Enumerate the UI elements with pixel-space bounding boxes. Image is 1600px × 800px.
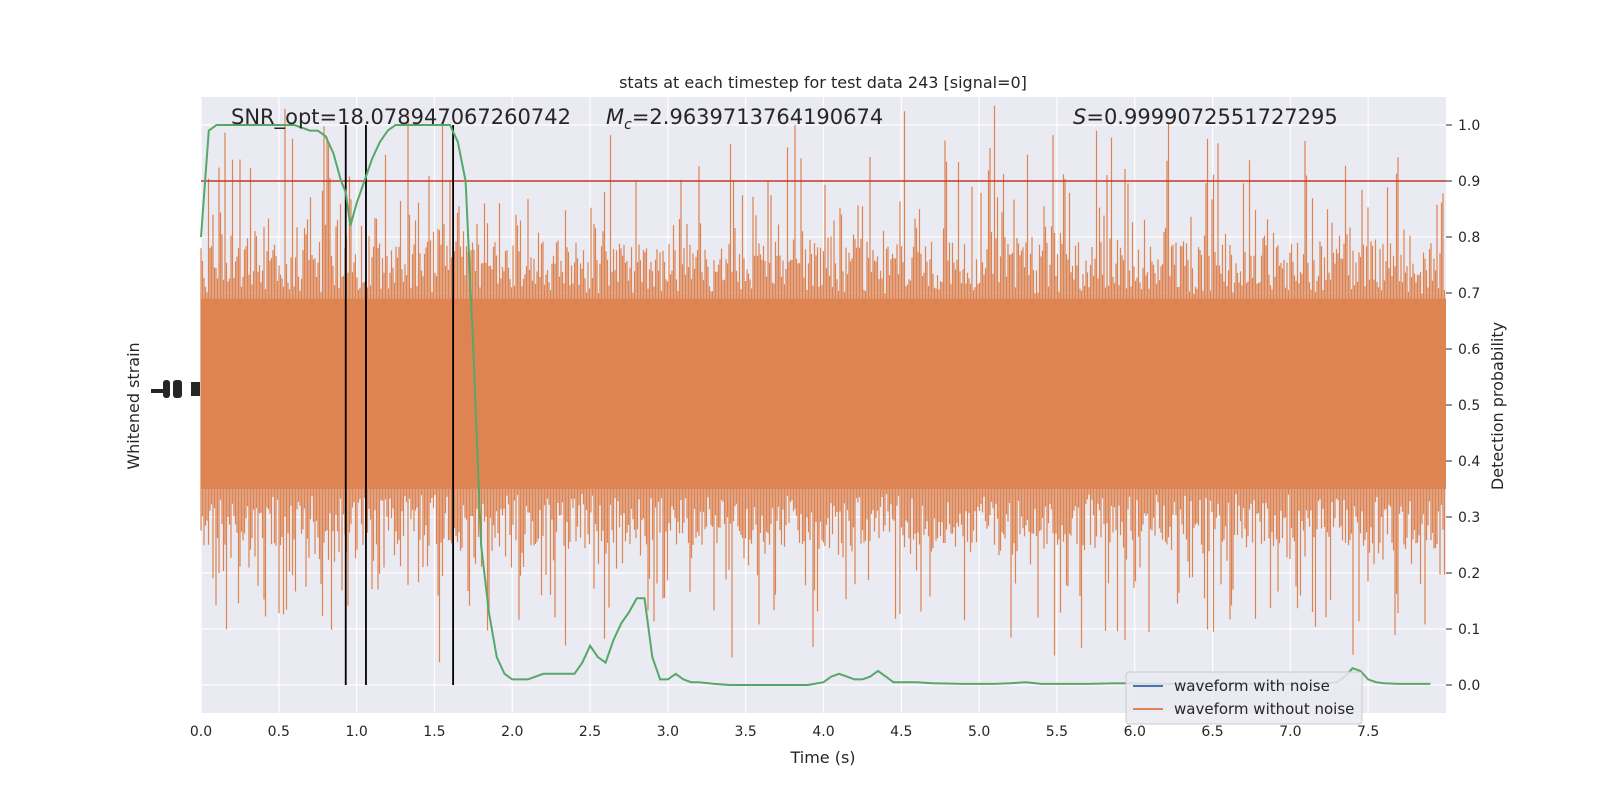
annotation-snr: SNR_opt=18.078947067260742 (231, 105, 571, 130)
legend-label-clean: waveform without noise (1174, 700, 1354, 718)
left-tick-glyph-1 (151, 389, 165, 393)
x-tick-label: 2.5 (579, 724, 601, 740)
y-tick-label: 0.4 (1458, 454, 1480, 470)
x-tick-label: 6.5 (1201, 724, 1223, 740)
legend: waveform with noise waveform without noi… (1125, 671, 1363, 725)
x-tick-label: 5.0 (968, 724, 990, 740)
x-tick-label: 6.0 (1124, 724, 1146, 740)
x-tick-labels: 0.0 0.5 1.0 1.5 2.0 2.5 3.0 3.5 4.0 4.5 5.0 5.5 6.0 6… (190, 724, 1379, 740)
y-tick-label: 0.8 (1458, 230, 1480, 246)
x-tick-label: 1.5 (423, 724, 445, 740)
chart-title: stats at each timestep for test data 243… (619, 73, 1027, 92)
y-axis-left-title: Whitened strain (124, 342, 143, 469)
x-tick-label: 0.0 (190, 724, 212, 740)
noise-series (200, 105, 1446, 663)
mc-subscript: c (624, 117, 632, 133)
y-tick-label: 0.3 (1458, 510, 1480, 526)
y-tick-label: 0.2 (1458, 566, 1480, 582)
y-tick-label: 0.5 (1458, 398, 1480, 414)
s-value: =0.9999072551727295 (1086, 105, 1337, 129)
y-tick-label: 0.0 (1458, 678, 1480, 694)
x-tick-label: 4.5 (890, 724, 912, 740)
mc-symbol: M (606, 105, 624, 129)
left-tick-glyph-4 (191, 382, 200, 396)
x-tick-label: 3.0 (657, 724, 679, 740)
y-tick-label: 0.1 (1458, 622, 1480, 638)
x-tick-label: 5.5 (1046, 724, 1068, 740)
overlay-lines (201, 125, 1446, 685)
x-tick-label: 4.0 (812, 724, 834, 740)
noise-spikes (200, 105, 1446, 663)
x-tick-label: 2.0 (501, 724, 523, 740)
x-tick-label: 7.0 (1279, 724, 1301, 740)
mc-value: =2.9639713764190674 (632, 105, 883, 129)
x-tick-label: 7.5 (1357, 724, 1379, 740)
s-symbol: S (1073, 105, 1086, 129)
y-axis-right-title: Detection probability (1488, 322, 1507, 490)
legend-box (1125, 671, 1363, 725)
y-right-tick-labels: 0.0 0.1 0.2 0.3 0.4 0.5 0.6 0.7 0.8 0.9 1.0 (1446, 118, 1480, 694)
annotation-mc: Mc=2.9639713764190674 (606, 105, 883, 133)
left-tick-glyph-3 (173, 380, 182, 398)
y-tick-label: 0.7 (1458, 286, 1480, 302)
y-tick-label: 1.0 (1458, 118, 1480, 134)
x-tick-label: 1.0 (345, 724, 367, 740)
left-axis-tick-glyphs (151, 380, 200, 398)
annotation-s: S=0.9999072551727295 (1073, 105, 1338, 129)
y-tick-label: 0.9 (1458, 174, 1480, 190)
x-axis-title: Time (s) (789, 748, 855, 767)
legend-label-noise: waveform with noise (1174, 677, 1330, 695)
left-tick-glyph-2 (163, 380, 170, 398)
x-tick-label: 0.5 (268, 724, 290, 740)
y-tick-label: 0.6 (1458, 342, 1480, 358)
x-tick-label: 3.5 (735, 724, 757, 740)
